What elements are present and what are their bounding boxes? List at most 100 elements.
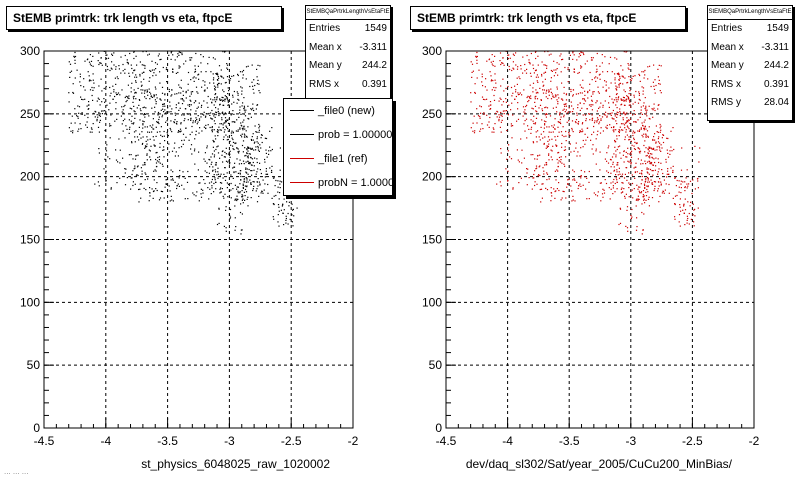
left-scatter-point [166,120,168,122]
left-scatter-point [145,189,147,191]
right-scatter-point [630,140,632,142]
right-scatter-point [535,92,537,94]
right-scatter-point [574,200,576,202]
right-scatter-point [622,99,624,101]
left-scatter-point [135,92,137,94]
left-scatter-point [187,89,189,91]
left-scatter-point [205,124,207,126]
left-scatter-point [218,208,220,210]
left-scatter-point [161,92,164,94]
right-scatter-point [534,98,536,100]
right-scatter-point [626,82,628,84]
left-scatter-point [242,69,245,72]
right-scatter-point [652,164,654,166]
right-scatter-point [632,103,634,105]
right-scatter-point [618,130,620,133]
right-scatter-point [528,99,530,102]
left-scatter-point [146,145,148,147]
right-scatter-point [690,218,692,220]
right-scatter-point [491,54,493,56]
left-scatter-point [273,203,275,205]
left-scatter-point [170,129,172,131]
left-scatter-point [179,131,181,133]
right-scatter-point [615,174,617,176]
left-scatter-point [291,214,293,216]
right-scatter-point [697,187,699,189]
right-scatter-point [635,90,637,93]
right-scatter-point [544,107,546,109]
right-scatter-point [489,101,492,103]
right-scatter-point [609,158,612,161]
right-scatter-point [550,88,552,90]
left-scatter-point [241,144,244,147]
left-scatter-point [81,112,83,114]
right-scatter-point [667,168,669,170]
right-scatter-point [592,93,594,95]
right-scatter-point [616,123,618,125]
right-scatter-point [516,83,518,85]
right-scatter-point [536,183,538,185]
right-scatter-point [526,168,528,170]
left-scatter-point [256,136,258,138]
right-scatter-point [619,173,621,175]
right-scatter-point [554,170,556,172]
left-scatter-point [184,118,186,120]
left-scatter-point [211,129,214,131]
left-scatter-point [271,165,273,167]
left-scatter-point [201,86,203,88]
right-scatter-point [652,139,654,141]
left-scatter-point [289,218,291,220]
right-scatter-point [666,173,668,175]
right-scatter-point [629,118,632,120]
left-scatter-point [109,69,111,72]
left-scatter-point [99,104,101,106]
left-scatter-point [168,111,170,113]
left-scatter-point [113,52,115,54]
right-scatter-point [548,54,550,56]
right-scatter-point [676,179,678,182]
left-scatter-point [181,184,183,186]
right-scatter-point [572,195,574,197]
right-scatter-point [507,150,509,152]
right-scatter-point [602,71,604,73]
right-scatter-point [583,98,585,100]
right-scatter-point [578,56,580,58]
right-scatter-point [641,179,643,181]
left-scatter-point [162,66,164,69]
left-scatter-point [177,155,179,157]
right-scatter-point [482,128,484,130]
left-scatter-point [236,91,238,93]
left-x-tick-label: -3 [224,434,235,448]
right-scatter-point [506,129,508,132]
right-scatter-point [667,152,669,154]
right-scatter-point [639,150,642,152]
right-scatter-point [652,138,654,141]
left-scatter-point [168,88,170,91]
left-scatter-point [148,88,150,90]
right-scatter-point [559,113,561,115]
left-scatter-point [165,121,167,123]
left-scatter-point [229,214,231,217]
right-scatter-point [557,165,559,168]
right-scatter-point [581,131,583,133]
left-scatter-point [278,225,280,227]
right-scatter-point [509,68,511,71]
left-scatter-point [131,67,133,70]
left-scatter-point [161,114,164,116]
right-scatter-point [643,129,645,131]
left-scatter-point [214,93,216,96]
right-scatter-point [544,124,546,126]
right-scatter-point [480,112,482,114]
left-scatter-point [242,77,244,79]
right-scatter-point [610,166,612,168]
right-scatter-point [631,144,633,146]
right-scatter-point [546,126,548,128]
left-scatter-point [85,124,87,126]
right-scatter-point [605,84,607,86]
right-scatter-point [597,130,599,132]
right-scatter-point [557,135,559,137]
left-scatter-point [217,74,219,76]
right-scatter-point [599,169,601,171]
left-scatter-point [96,118,98,120]
right-scatter-point [556,188,558,190]
